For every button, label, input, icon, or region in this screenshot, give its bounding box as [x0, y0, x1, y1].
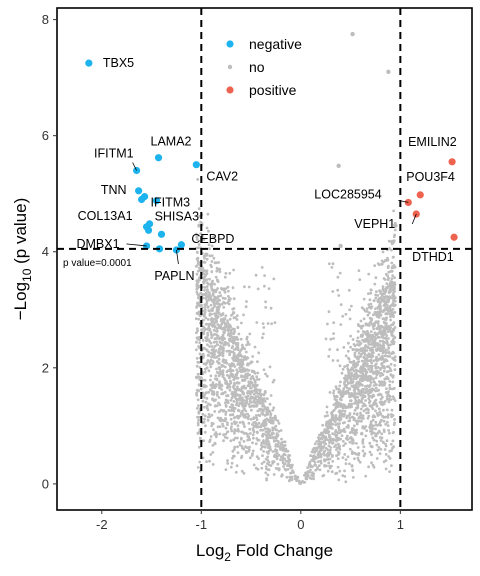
non-significant-point-cloud: [194, 178, 397, 486]
gene-label-ifitm3: IFITM3: [151, 196, 191, 210]
legend-marker-positive: [226, 86, 234, 94]
x-axis-title-base: Log: [196, 541, 224, 560]
point-no-2: [336, 163, 341, 169]
y-tick-label: 0: [42, 476, 49, 491]
gene-label-shisa3: SHISA3: [155, 210, 200, 224]
gene-label-pou3f4: POU3F4: [406, 170, 455, 184]
y-axis-title-rest: (p value): [11, 198, 30, 269]
x-axis-title-subscript: 2: [224, 550, 231, 564]
point-no-0: [350, 31, 355, 37]
x-tick-label: 1: [397, 517, 404, 532]
leader-line-ifitm1: [132, 162, 137, 171]
y-tick-label: 4: [42, 244, 49, 259]
point-negative-tbx5: [85, 59, 93, 67]
point-positive-pou3f4: [416, 191, 424, 199]
threshold-annotation: p value=0.0001: [63, 258, 132, 269]
point-negative-lama2: [154, 154, 163, 162]
point-negative-ifitm3: [152, 197, 161, 205]
legend: negative no positive: [226, 36, 302, 98]
legend-marker-negative: [226, 40, 234, 48]
gene-label-loc285954: LOC285954: [314, 187, 381, 201]
legend-label-positive: positive: [249, 82, 297, 98]
plot-panel-border: [56, 7, 473, 511]
x-tick-label: -2: [96, 517, 108, 532]
gene-label-cebpd: CEBPD: [191, 232, 234, 246]
leader-line-loc285954: [398, 200, 409, 203]
gene-label-tbx5: TBX5: [103, 56, 134, 70]
series-negative: [85, 59, 200, 254]
point-no-4: [338, 243, 343, 249]
point-negative-cebpd: [177, 241, 186, 249]
axis-ticks: -2 -1 0 1 0 2 4 6 8: [42, 12, 404, 532]
x-axis-title-rest: Fold Change: [231, 541, 333, 560]
legend-label-negative: negative: [249, 36, 302, 52]
gene-label-tnn: TNN: [101, 183, 127, 197]
gene-label-lama2: LAMA2: [151, 135, 192, 149]
y-axis-title-base: −Log: [11, 282, 30, 320]
gene-label-papln: PAPLN: [154, 269, 194, 283]
gene-label-dthd1: DTHD1: [412, 250, 454, 264]
leader-line-papln: [176, 249, 179, 265]
y-tick-label: 2: [42, 360, 49, 375]
series-no: [204, 31, 398, 257]
point-negative-11: [157, 230, 166, 238]
gene-label-ifitm1: IFITM1: [94, 146, 134, 160]
gene-label-col13a1: COL13A1: [78, 209, 133, 223]
point-negative-cav2: [192, 161, 200, 169]
series-positive: [404, 158, 458, 241]
threshold-lines: [57, 8, 472, 510]
x-axis-title: Log2 Fold Change: [196, 541, 333, 564]
point-positive-veph1: [412, 210, 420, 218]
y-axis-title: −Log10 (p value): [11, 198, 34, 321]
point-no-3: [393, 223, 398, 228]
legend-label-no: no: [249, 59, 265, 75]
gene-label-dmbx1: DMBX1: [76, 237, 119, 251]
point-no-5: [204, 252, 209, 257]
y-tick-label: 8: [42, 12, 49, 27]
point-negative-shisa3: [140, 193, 149, 201]
point-negative-10: [144, 226, 153, 234]
gene-label-veph1: VEPH1: [354, 217, 395, 231]
point-negative-tnn: [135, 187, 143, 195]
y-axis-title-subscript: 10: [20, 268, 34, 282]
point-positive-emilin2: [448, 158, 456, 166]
legend-marker-no: [227, 64, 233, 70]
x-tick-label: -1: [196, 517, 208, 532]
y-tick-label: 6: [42, 128, 49, 143]
no-point-cloud: [194, 178, 397, 486]
x-tick-label: 0: [297, 517, 304, 532]
point-positive-dthd1: [450, 233, 458, 241]
leader-line-veph1: [411, 213, 417, 225]
gene-label-cav2: CAV2: [206, 170, 238, 184]
point-no-1: [386, 69, 391, 75]
gene-label-emilin2: EMILIN2: [408, 135, 457, 149]
leader-line-dmbx1: [126, 243, 147, 247]
series-layer: [85, 31, 458, 257]
